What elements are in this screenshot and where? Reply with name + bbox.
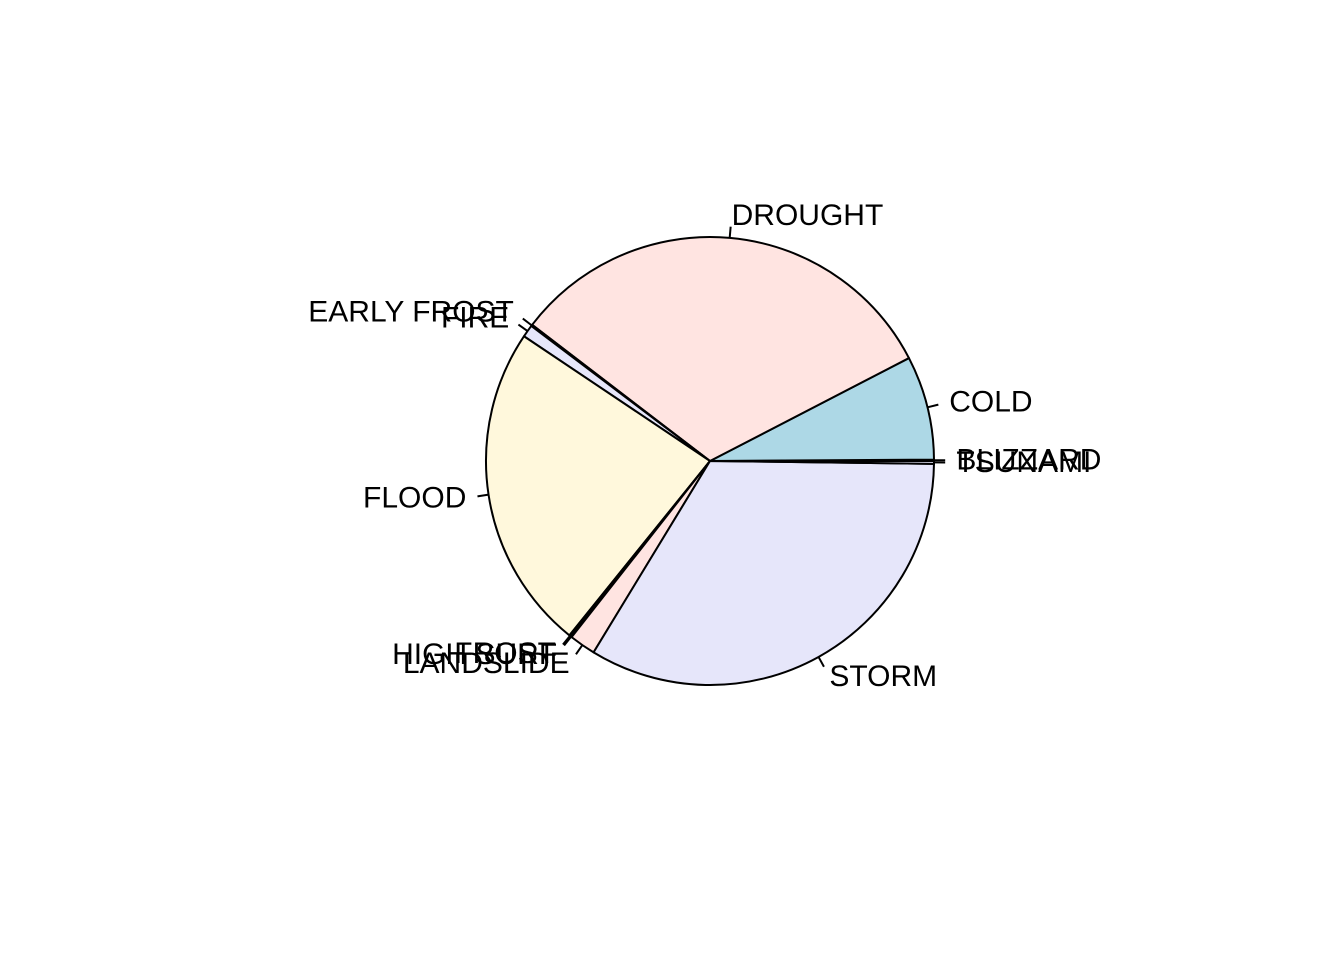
slice-label-high-surf: HIGH SURF [392,638,557,671]
pie-slice-tsunami [709,460,935,465]
label-tick-landslide [575,644,584,655]
pie-slices [485,236,936,686]
slice-label-landslide: LANDSLIDE [403,647,570,680]
slice-label-flood: FLOOD [363,482,466,515]
slice-label-tsunami: TSUNAMI [956,446,1091,479]
label-tick-frost [562,635,571,646]
pie-slice-drought [531,236,910,462]
pie-slice-cold [709,357,935,462]
slice-label-cold: COLD [949,385,1032,418]
label-tick-high-surf [563,636,572,647]
label-tick-early-frost [522,317,533,327]
slice-label-drought: DROUGHT [732,199,884,232]
label-tick-fire [517,323,529,332]
pie-slice-storm [592,460,935,686]
slice-label-frost: FROST [454,637,556,670]
pie-slice-flood [485,335,711,637]
label-tick-drought [728,226,732,238]
label-ticks [477,226,946,668]
slice-label-early-frost: EARLY FROST [308,295,514,328]
label-tick-storm [817,656,825,668]
slice-label-fire: FIRE [441,302,509,335]
label-tick-cold [927,403,939,409]
slice-label-blizzard: BLIZZARD [956,444,1101,477]
slice-label-storm: STORM [829,660,937,693]
label-tick-flood [477,493,489,498]
